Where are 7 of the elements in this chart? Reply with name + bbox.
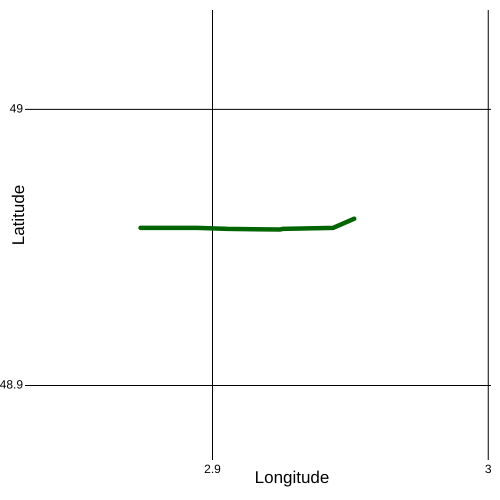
x-tick-label: 3 bbox=[484, 462, 492, 476]
y-axis-title: Latitude bbox=[9, 184, 28, 246]
x-axis-title: Longitude bbox=[254, 468, 330, 487]
y-tick-label: 48.9 bbox=[0, 378, 24, 392]
x-tick-label: 2.9 bbox=[204, 462, 222, 476]
y-tick-label: 49 bbox=[10, 102, 24, 116]
line-series bbox=[138, 216, 356, 232]
